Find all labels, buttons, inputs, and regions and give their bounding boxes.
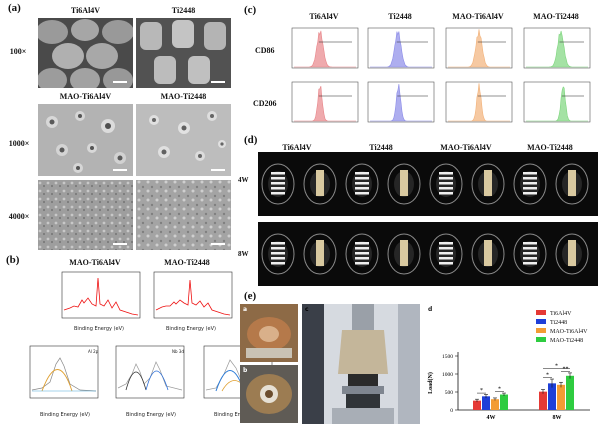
bar <box>566 375 574 410</box>
micro-ct-row <box>261 163 589 205</box>
y-tick-label: 0 <box>450 408 453 414</box>
flow-histogram <box>367 81 435 123</box>
y-tick-label: 500 <box>445 390 454 396</box>
sem-image-ti6al4v-100x <box>38 18 133 88</box>
specimen-photo-b: b <box>240 365 298 423</box>
ct-col-label-1: Ti6Al4V <box>282 143 312 152</box>
ct-col-label-3: MAO-Ti6Al4V <box>440 143 492 152</box>
xps-tag-al-2p: Al 2p <box>88 349 99 354</box>
ct-col-label-2: Ti2448 <box>369 143 393 152</box>
flow-histogram <box>445 27 513 69</box>
flow-col-label-2: Ti2448 <box>388 12 412 21</box>
micro-ct-4w-images <box>258 152 598 216</box>
xps-hr-xlabel-1: Binding Energy (eV) <box>40 412 90 418</box>
legend-label: MAO-Ti2448 <box>550 338 583 344</box>
ct-col-label-4: MAO-Ti2448 <box>527 143 573 152</box>
bar-chart-letter: d <box>428 306 433 313</box>
micro-ct-4w-strip <box>258 152 598 216</box>
xps-survey-title-2: MAO-Ti2448 <box>164 258 210 267</box>
scale-bar <box>211 243 225 245</box>
panel-a-mid-label-1: MAO-Ti6Al4V <box>59 92 112 101</box>
scale-bar <box>211 81 225 83</box>
panel-a-row-label-4000x: 4000× <box>8 212 30 221</box>
panel-d-letter: (d) <box>244 134 258 146</box>
panel-a-row-label-1000x: 1000× <box>8 139 30 148</box>
sem-image-mao-ti6al4v-4000x <box>38 180 133 250</box>
flow-histogram <box>523 27 591 69</box>
scale-bar <box>113 169 127 171</box>
significance-mark: * <box>498 386 501 392</box>
panel-a-col-label-1: Ti6Al4V <box>70 6 101 15</box>
x-category-label: 4W <box>487 415 496 421</box>
xps-survey-xlabel-2: Binding Energy (eV) <box>166 326 216 332</box>
legend-swatch <box>536 328 546 333</box>
flow-col-label-4: MAO-Ti2448 <box>533 12 579 21</box>
mechanical-test-photo: c <box>302 304 420 424</box>
xps-highres-al-2p <box>29 345 99 399</box>
y-tick-label: 1000 <box>442 372 453 378</box>
ct-row-label-8w: 8W <box>238 250 249 258</box>
micro-ct-8w-images <box>258 222 598 286</box>
legend-label: MAO-Ti6Al4V <box>550 329 588 335</box>
legend-label: Ti2448 <box>550 320 567 326</box>
panel-a-col-label-2: Ti2448 <box>171 6 196 15</box>
specimen-photo-a-letter: a <box>243 306 248 313</box>
sem-image-mao-ti2448-1000x <box>136 104 231 176</box>
bar <box>548 383 556 410</box>
flow-histogram <box>445 81 513 123</box>
xps-tag-nb-3d: Nb 3d <box>172 349 184 354</box>
xps-hr-xlabel-3: Binding Energy (eV) <box>214 412 264 418</box>
sem-image-ti2448-100x <box>136 18 231 88</box>
legend-swatch <box>536 310 546 315</box>
xps-survey-title-1: MAO-Ti6Al4V <box>69 258 121 267</box>
flow-histogram <box>291 27 359 69</box>
xps-highres-nb-3d <box>115 345 185 399</box>
micro-ct-8w-strip <box>258 222 598 286</box>
mechanical-test-photo-letter: c <box>305 306 309 313</box>
sem-image-mao-ti6al4v-1000x <box>38 104 133 176</box>
panel-a-mid-label-2: MAO-Ti2448 <box>160 92 207 101</box>
micro-ct-row <box>261 233 589 275</box>
bar <box>491 399 499 410</box>
flow-col-label-3: MAO-Ti6Al4V <box>452 12 504 21</box>
xps-survey-xlabel-1: Binding Energy (eV) <box>74 326 124 332</box>
y-axis-label: Load(N) <box>427 372 434 394</box>
flow-row-label-cd206: CD206 <box>253 99 277 108</box>
panel-c-letter: (c) <box>244 4 257 16</box>
ct-row-label-4w: 4W <box>238 176 249 184</box>
flow-histogram <box>367 27 435 69</box>
xps-survey-spectrum-mao-ti2448 <box>153 271 233 319</box>
legend-swatch <box>536 337 546 342</box>
bar <box>500 394 508 410</box>
flow-histogram <box>291 81 359 123</box>
flow-histogram <box>523 81 591 123</box>
scale-bar <box>113 81 127 83</box>
significance-mark: ** <box>563 366 569 372</box>
legend-label: Ti6Al4V <box>550 311 572 317</box>
x-category-label: 8W <box>553 415 562 421</box>
scale-bar <box>211 169 225 171</box>
bar <box>473 400 481 410</box>
xps-hr-xlabel-2: Binding Energy (eV) <box>126 412 176 418</box>
flow-col-label-1: Ti6Al4V <box>309 12 339 21</box>
xps-survey-spectrum-mao-ti6al4v <box>61 271 141 319</box>
y-tick-label: 1500 <box>442 354 453 360</box>
flow-row-label-cd86: CD86 <box>255 46 275 55</box>
significance-mark: * <box>546 373 549 379</box>
panel-b-letter: (b) <box>6 254 20 266</box>
bar <box>482 396 490 410</box>
panel-a-row-label-100x: 100× <box>9 47 27 56</box>
panel-e-letter: (e) <box>244 290 257 302</box>
legend-swatch <box>536 319 546 324</box>
sem-image-mao-ti2448-4000x <box>136 180 231 250</box>
panel-a-letter: (a) <box>8 2 21 14</box>
scale-bar <box>113 243 127 245</box>
bar <box>557 384 565 410</box>
specimen-photo-b-letter: b <box>243 367 248 374</box>
load-bar-chart: Ti6Al4V Ti2448 MAO-Ti6Al4V MAO-Ti2448 0 500 10… <box>427 310 590 421</box>
significance-mark: * <box>555 364 558 370</box>
specimen-photo-a: a <box>240 304 298 362</box>
significance-mark: * <box>480 388 483 394</box>
bar <box>539 391 547 410</box>
